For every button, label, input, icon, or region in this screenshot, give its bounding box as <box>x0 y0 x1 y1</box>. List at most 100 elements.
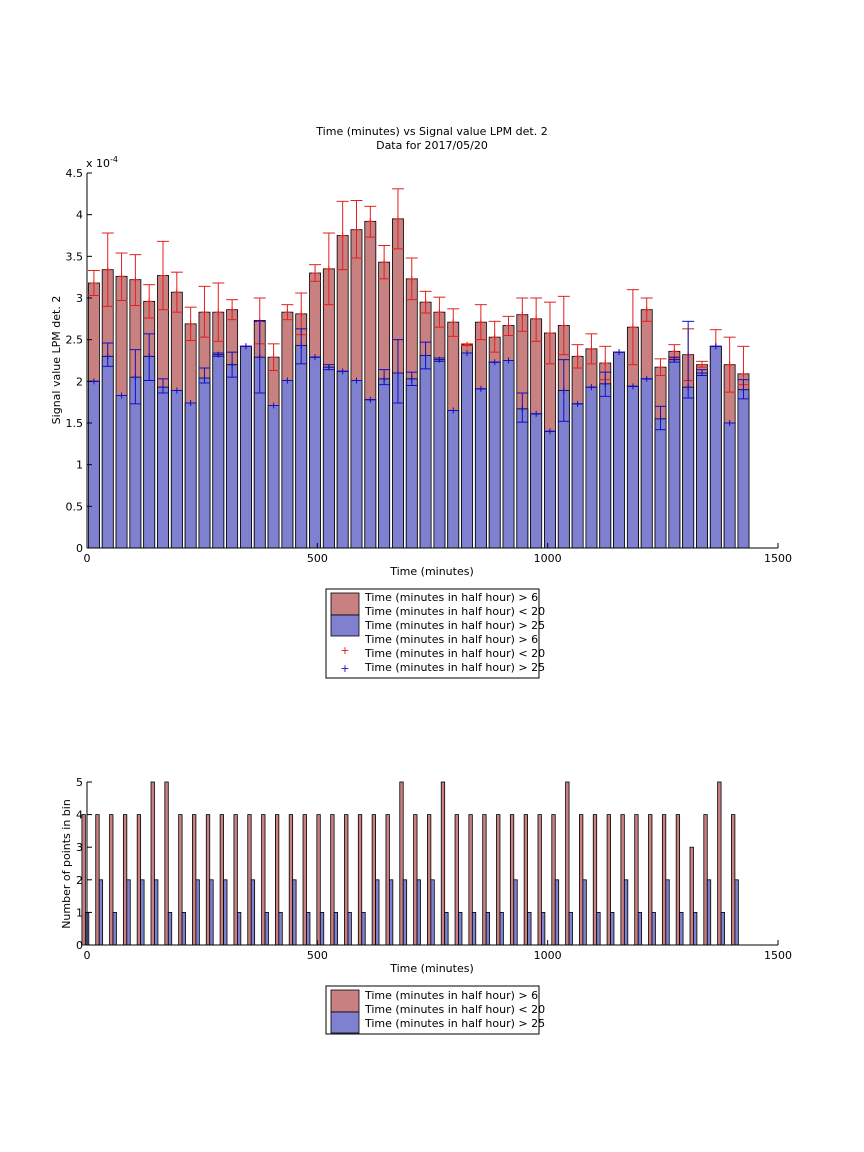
bottom-red-bar <box>122 814 128 946</box>
top-blue-bar <box>668 359 681 549</box>
top-blue-bar <box>309 356 321 549</box>
top-blue-bar <box>184 402 197 549</box>
bottom-legend-blue-swatch <box>330 1011 360 1034</box>
bottom-red-bar <box>330 814 335 946</box>
top-blue-bar <box>170 390 183 549</box>
top-bars <box>87 218 750 549</box>
bottom-y-tick-label: 1 <box>76 906 83 919</box>
top-blue-errorbar <box>516 392 529 423</box>
top-blue-errorbar <box>571 400 584 407</box>
top-blue-bar <box>474 388 487 549</box>
bottom-red-bar <box>661 814 667 946</box>
top-blue-bar <box>378 378 391 549</box>
top-blue-bar <box>143 355 156 549</box>
bottom-red-bar <box>482 814 487 946</box>
top-red-errorbar <box>695 360 708 368</box>
top-chart-subtitle: Data for 2017/05/20 <box>376 139 488 152</box>
top-error-bars <box>87 188 750 435</box>
top-blue-errorbar <box>474 385 487 392</box>
top-blue-bar <box>461 352 473 549</box>
bottom-blue-bar <box>734 879 739 946</box>
bottom-blue-bar <box>140 879 145 946</box>
top-x-tick-label: 1500 <box>764 552 792 565</box>
bottom-red-bar <box>440 781 446 946</box>
top-blue-errorbar <box>184 400 197 406</box>
bottom-x-tick-label: 0 <box>84 949 91 962</box>
bottom-blue-bar <box>361 912 366 946</box>
bottom-blue-bar <box>513 879 518 946</box>
top-red-errorbar <box>474 304 487 341</box>
bottom-red-bar <box>219 814 224 946</box>
top-red-errorbar <box>585 333 598 365</box>
bottom-red-bar <box>468 814 473 946</box>
bottom-x-tick-label: 1000 <box>534 949 562 962</box>
bottom-red-bar <box>233 814 238 946</box>
bottom-red-bar <box>620 814 625 946</box>
bottom-red-bar <box>413 814 418 946</box>
top-legend: Time (minutes in half hour) > 6 Time (mi… <box>325 588 545 679</box>
top-blue-errorbar <box>585 384 598 391</box>
bottom-red-bar <box>523 814 529 946</box>
bottom-y-tick-label: 4 <box>76 809 83 822</box>
top-blue-errorbar <box>626 383 639 390</box>
bottom-red-bar <box>634 814 639 946</box>
top-blue-bar <box>640 378 653 549</box>
bottom-legend: Time (minutes in half hour) > 6 Time (mi… <box>325 985 545 1035</box>
bottom-blue-bar <box>541 912 546 946</box>
bottom-y-ticks: 0 1 2 3 4 5 <box>76 776 92 952</box>
top-blue-errorbar <box>709 343 722 350</box>
top-blue-errorbar <box>212 351 225 358</box>
top-blue-errorbar <box>695 369 708 376</box>
bottom-blue-bar <box>167 912 173 946</box>
bottom-red-bar <box>316 814 321 946</box>
bottom-blue-bar <box>416 879 421 946</box>
bottom-red-bar <box>703 814 708 946</box>
bottom-blue-bar <box>596 912 601 946</box>
bottom-blue-bar <box>306 912 311 946</box>
top-red-errorbar <box>502 315 515 336</box>
top-blue-errorbar <box>157 378 170 394</box>
top-blue-bar <box>267 405 280 549</box>
bottom-red-bar <box>592 814 598 946</box>
bottom-red-bar <box>579 814 584 946</box>
bottom-red-bar <box>274 814 280 946</box>
bottom-blue-bar <box>195 879 200 946</box>
bottom-red-bar <box>81 814 86 946</box>
top-blue-errorbar <box>350 377 363 384</box>
bottom-blue-bar <box>679 912 684 946</box>
bottom-y-tick-label: 2 <box>76 874 83 887</box>
bottom-legend-red-swatch <box>330 989 360 1013</box>
bottom-blue-bar <box>389 879 394 946</box>
top-red-errorbar <box>405 257 418 301</box>
top-red-errorbar <box>212 282 225 342</box>
bottom-blue-bar <box>278 912 283 946</box>
top-legend-entry-5: Time (minutes in half hour) < 20 <box>364 647 545 660</box>
bottom-legend-entry-2: Time (minutes in half hour) < 20 <box>364 1003 545 1016</box>
bottom-red-bar <box>551 814 556 946</box>
top-red-errorbar <box>364 205 377 238</box>
top-blue-errorbar <box>654 405 667 431</box>
bottom-x-tick-label: 500 <box>307 949 328 962</box>
bottom-red-bar <box>385 814 390 946</box>
top-legend-entry-1: Time (minutes in half hour) > 6 <box>364 591 538 604</box>
top-blue-errorbar <box>115 392 128 399</box>
bottom-red-bar <box>164 781 169 946</box>
bottom-red-bar <box>537 814 542 946</box>
bottom-red-bar <box>302 814 307 946</box>
top-blue-errorbar <box>391 339 404 404</box>
bottom-blue-bar <box>554 879 560 946</box>
bottom-blue-bar <box>706 879 712 946</box>
top-legend-entry-3: Time (minutes in half hour) > 25 <box>364 619 545 632</box>
top-y-tick-label: 3.5 <box>66 250 84 263</box>
top-blue-errorbar <box>737 379 750 400</box>
top-red-errorbar <box>516 297 529 332</box>
top-red-errorbar <box>654 358 667 376</box>
top-blue-bar <box>240 345 252 549</box>
top-legend-red-swatch <box>330 592 360 616</box>
top-x-tick-label: 0 <box>84 552 91 565</box>
top-red-errorbar <box>461 341 474 348</box>
bottom-blue-bar <box>223 879 228 946</box>
top-red-errorbar <box>101 232 114 307</box>
bottom-blue-bar <box>292 879 297 946</box>
